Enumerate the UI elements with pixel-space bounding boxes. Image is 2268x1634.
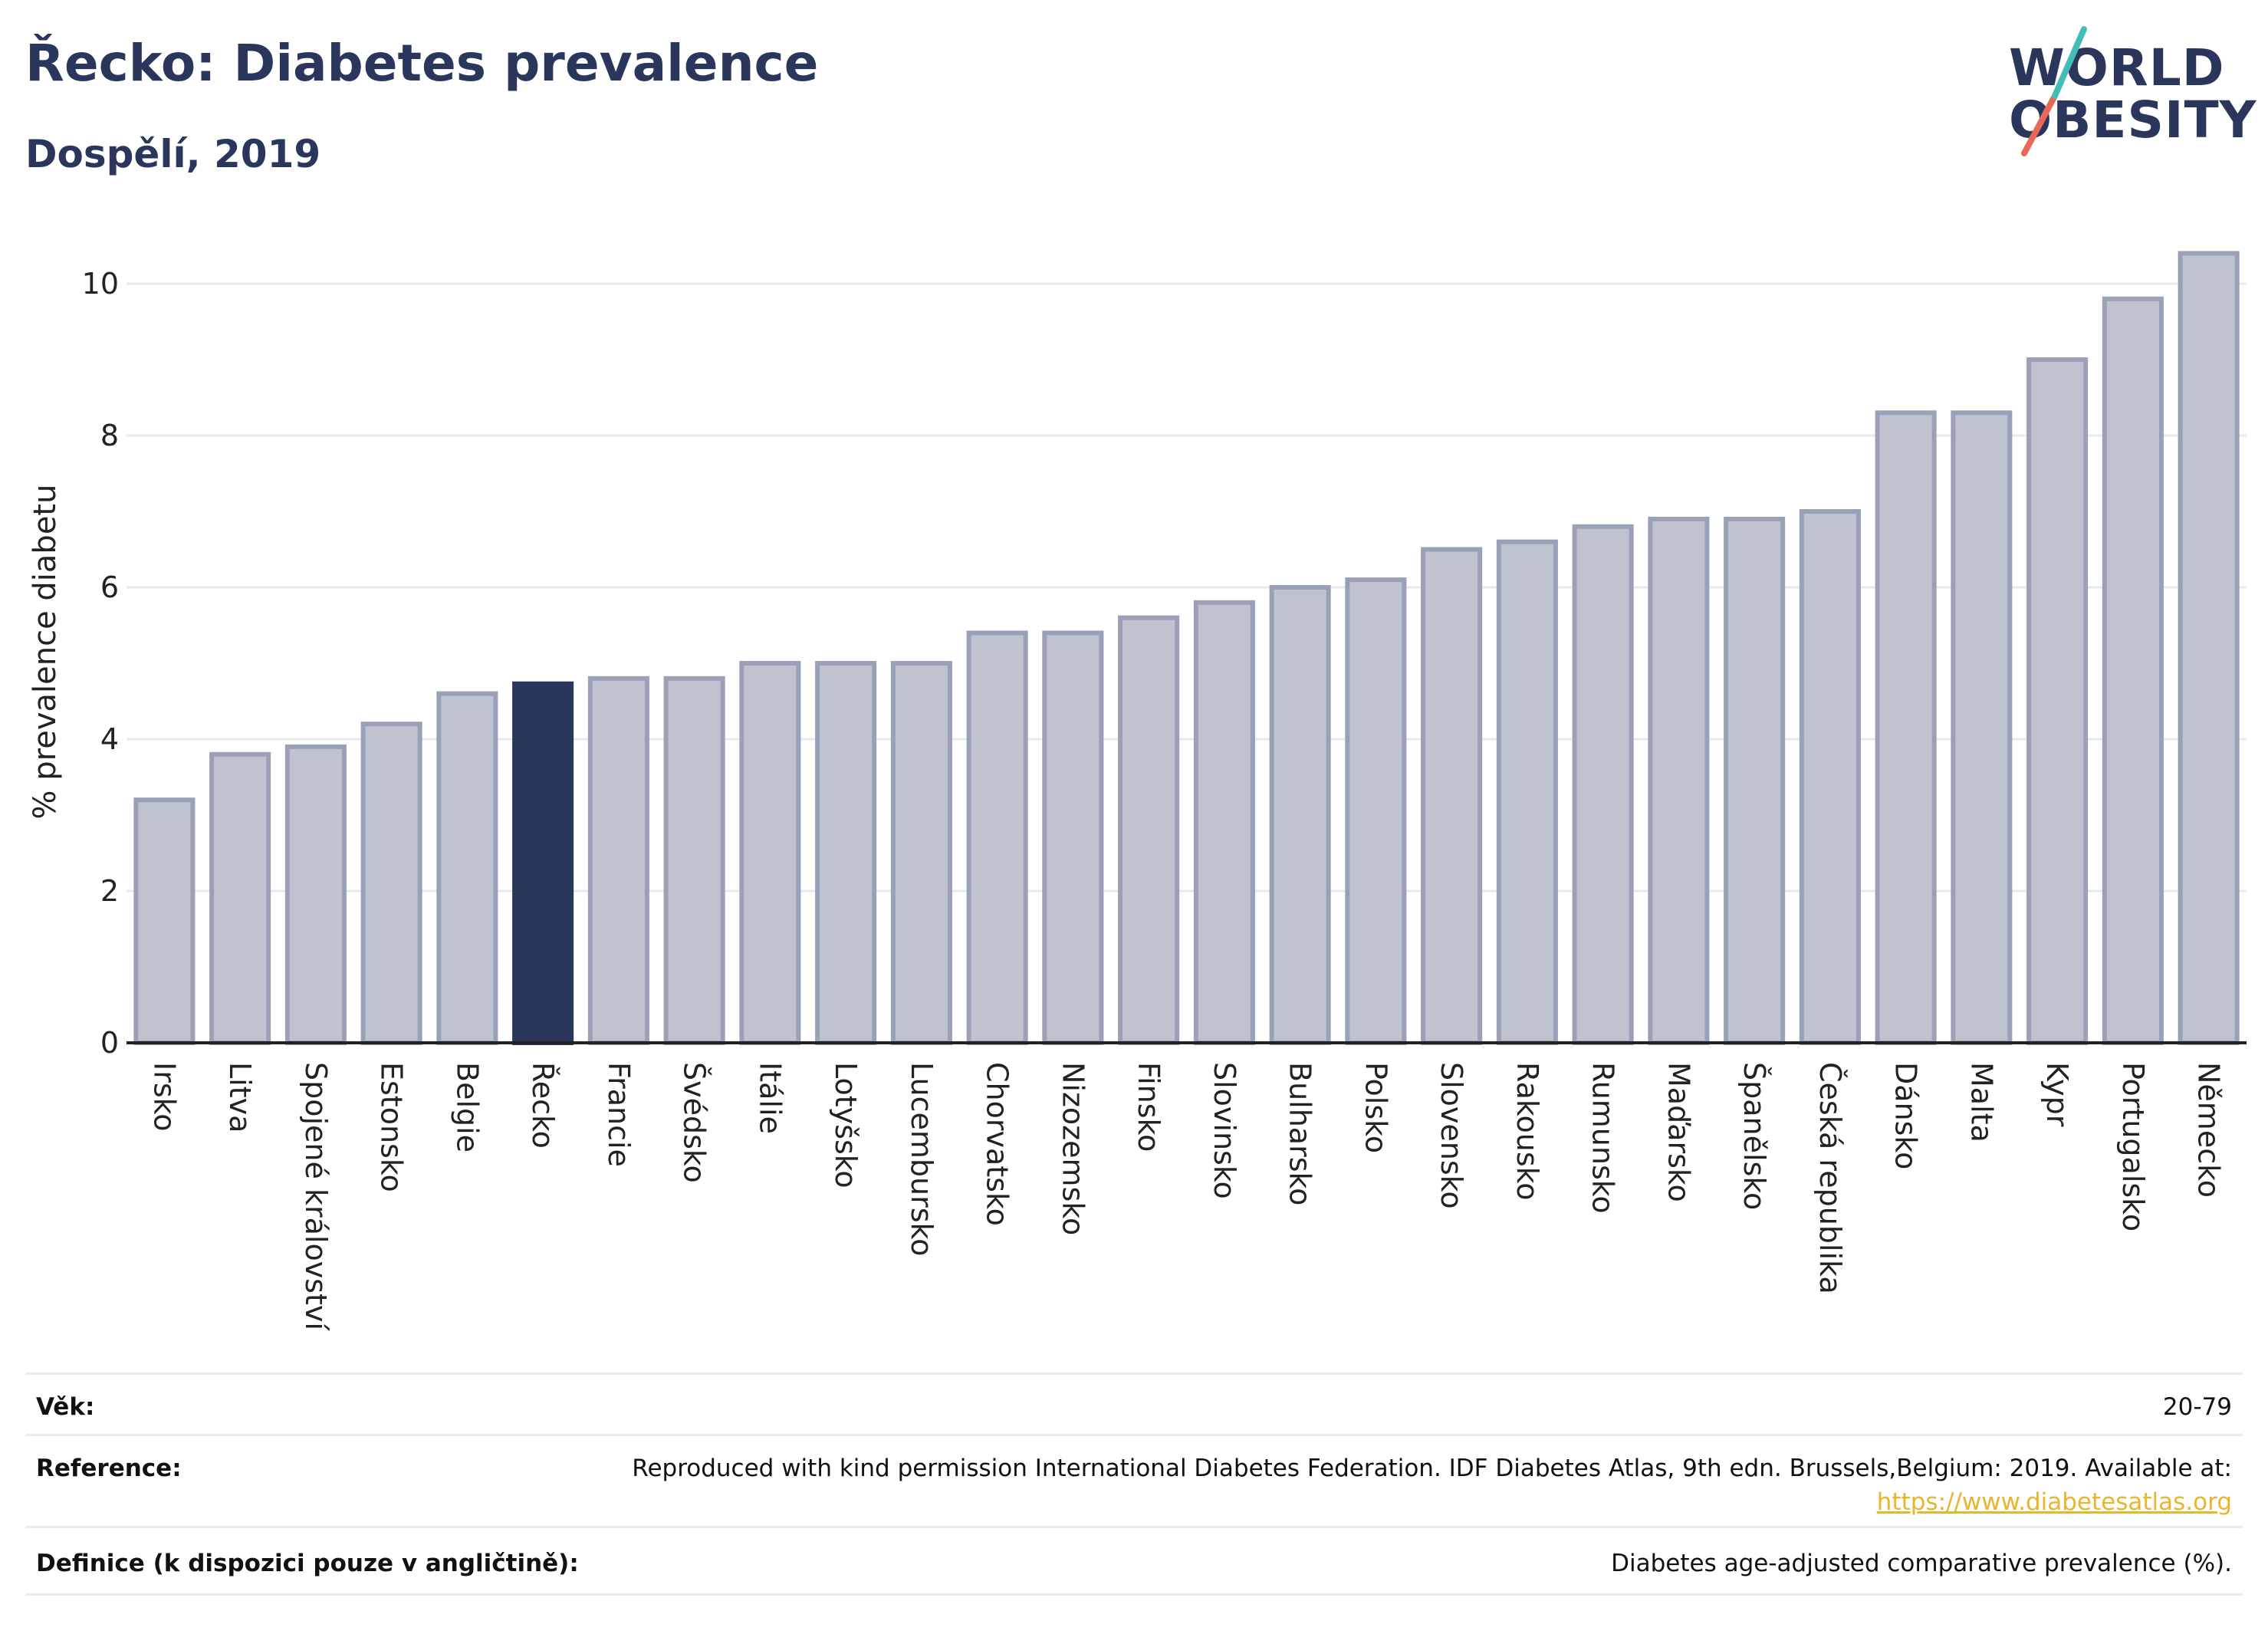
x-tick-label: Maďarsko: [1662, 1062, 1695, 1202]
bar: [1875, 410, 1937, 1045]
bar-chart: 0 2 4 6 8 10 Irsko Litva Spojené království Eston…: [28, 251, 2247, 1331]
bar: [815, 661, 877, 1045]
x-tick-label: Řecko: [526, 1062, 560, 1149]
bar: [1951, 410, 2013, 1045]
x-tick-label: Belgie: [450, 1062, 484, 1152]
bar: [1118, 615, 1180, 1045]
bar: [360, 722, 422, 1045]
bar: [1572, 524, 1634, 1045]
bar: [133, 797, 196, 1045]
definition-label: Definice (k dispozici pouze v angličtině…: [36, 1550, 579, 1577]
logo-slash-icon: [2021, 26, 2087, 156]
bar: [587, 676, 649, 1045]
x-tick-label: Česká republika: [1813, 1062, 1847, 1294]
world-obesity-logo: WORLD OBESITY: [1994, 23, 2256, 161]
x-tick-label: Estonsko: [375, 1062, 409, 1192]
age-value: 20-79: [2162, 1393, 2232, 1421]
bar: [1496, 539, 1558, 1045]
bar: [2178, 251, 2240, 1045]
age-label: Věk:: [36, 1393, 95, 1421]
bar: [1269, 585, 1331, 1045]
x-tick-label: Nizozemsko: [1056, 1062, 1090, 1235]
reference-link[interactable]: https://www.diabetesatlas.org: [1876, 1488, 2232, 1516]
x-tick-label: Slovinsko: [1208, 1062, 1241, 1199]
bar: [890, 661, 952, 1045]
x-tick-label: Polsko: [1359, 1062, 1392, 1153]
bar: [1421, 547, 1483, 1045]
bar: [663, 676, 725, 1045]
x-tick-label: Španělsko: [1737, 1062, 1771, 1210]
x-tick-label: Kypr: [2040, 1062, 2074, 1127]
x-tick-label: Itálie: [753, 1062, 787, 1134]
info-row-age: Věk: 20-79: [25, 1373, 2243, 1435]
x-tick-label: Spojené království: [299, 1062, 333, 1331]
definition-value: Diabetes age-adjusted comparative preval…: [1611, 1550, 2232, 1577]
bar: [2102, 296, 2164, 1045]
y-tick-label: 2: [100, 874, 119, 908]
reference-label: Reference:: [36, 1455, 182, 1482]
bar: [1799, 509, 1861, 1045]
bar: [739, 661, 801, 1045]
x-tick-label: Německo: [2192, 1062, 2226, 1198]
x-tick-label: Litva: [223, 1062, 257, 1133]
bar-highlight: [512, 681, 574, 1045]
y-tick-label: 4: [100, 722, 119, 756]
logo-line-1: WORLD: [2009, 38, 2225, 97]
x-tick-label: Finsko: [1132, 1062, 1165, 1152]
bar: [209, 751, 271, 1045]
info-bottom-rule: [25, 1593, 2243, 1597]
bar: [1193, 600, 1255, 1045]
bar: [1724, 516, 1786, 1045]
bar: [284, 744, 347, 1046]
page-title: Řecko: Diabetes prevalence: [25, 34, 819, 93]
bar: [1648, 516, 1710, 1045]
info-row-definition: Definice (k dispozici pouze v angličtině…: [25, 1526, 2243, 1596]
x-tick-label: Chorvatsko: [981, 1062, 1014, 1226]
info-row-reference: Reference: Reproduced with kind permissi…: [25, 1434, 2243, 1528]
x-tick-label: Portugalsko: [2116, 1062, 2150, 1231]
bar: [2026, 357, 2089, 1045]
x-tick-label: Francie: [602, 1062, 636, 1167]
y-tick-label: 8: [100, 419, 119, 452]
bar: [966, 630, 1028, 1045]
y-tick-label: 6: [100, 570, 119, 604]
bars: [133, 251, 2240, 1046]
page-subtitle: Dospělí, 2019: [25, 132, 321, 176]
x-tick-label: Švédsko: [678, 1062, 712, 1183]
x-tick-label: Malta: [1964, 1062, 1998, 1142]
x-tick-label: Dánsko: [1889, 1062, 1923, 1169]
x-tick-label: Lucembursko: [905, 1062, 938, 1256]
x-tick-label: Lotyšsko: [829, 1062, 863, 1189]
y-tick-label: 10: [82, 267, 119, 301]
x-tick-label: Bulharsko: [1284, 1062, 1317, 1205]
y-axis-label: % prevalence diabetu: [28, 485, 63, 820]
x-tick-label: Irsko: [147, 1062, 181, 1132]
x-tick-label: Rumunsko: [1586, 1062, 1620, 1214]
y-tick-label: 0: [100, 1026, 119, 1060]
x-tick-label: Slovensko: [1435, 1062, 1468, 1209]
x-tick-label: Rakousko: [1510, 1062, 1544, 1201]
bar: [1345, 577, 1407, 1045]
bar: [1042, 630, 1104, 1045]
axes: 0 2 4 6 8 10 Irsko Litva Spojené království Eston…: [82, 267, 2247, 1331]
reference-text: Reproduced with kind permission Internat…: [632, 1455, 2232, 1482]
bar: [436, 691, 498, 1045]
